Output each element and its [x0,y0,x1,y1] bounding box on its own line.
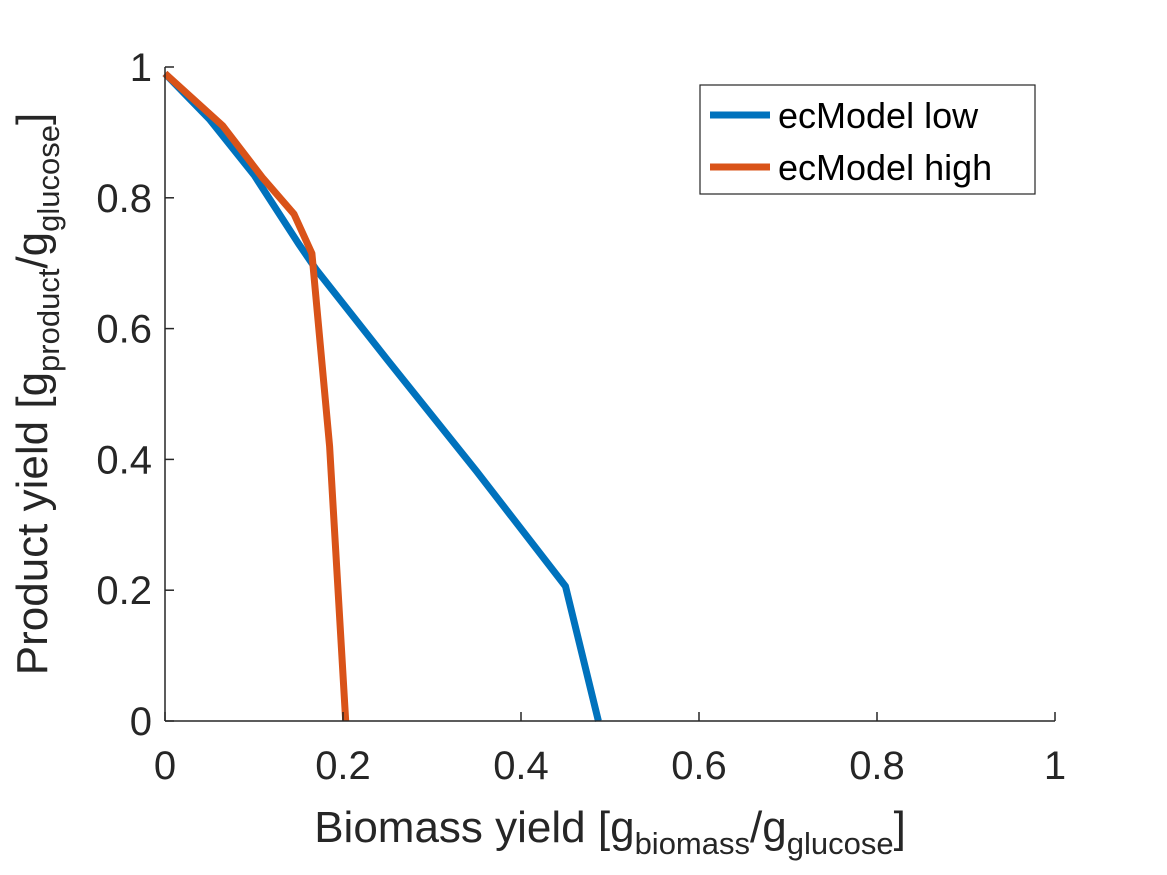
series-line-ecmodel-low [162,71,602,722]
series-line-ecmodel-high [162,70,350,722]
x-tick-label: 0.8 [849,744,905,788]
x-axis-label: Biomass yield [gbiomass/gglucose] [314,803,906,861]
y-tick-label: 0.4 [96,438,152,482]
x-tick-label: 0 [154,744,176,788]
plot-lines [162,70,602,722]
y-axis-label: Product yield [gproduct/gglucose] [8,113,66,675]
y-tick-label: 0.8 [96,177,152,221]
y-tick-label: 0.2 [96,569,152,613]
x-tick-label: 1 [1044,744,1066,788]
x-tick-label: 0.4 [493,744,549,788]
y-tick-label: 1 [130,46,152,90]
legend: ecModel low ecModel high [699,84,1036,195]
x-tick-label: 0.2 [315,744,371,788]
x-tick-label: 0.6 [671,744,727,788]
legend-label-ecmodel-high: ecModel high [778,147,992,188]
legend-label-ecmodel-low: ecModel low [778,95,979,136]
ticks: 0 0.2 0.4 0.6 0.8 1 0 0.2 0.4 0.6 0.8 1 [96,46,1066,788]
axes [164,67,1055,722]
y-tick-label: 0.6 [96,308,152,352]
y-tick-label: 0 [130,700,152,744]
legend-box [699,84,1036,195]
